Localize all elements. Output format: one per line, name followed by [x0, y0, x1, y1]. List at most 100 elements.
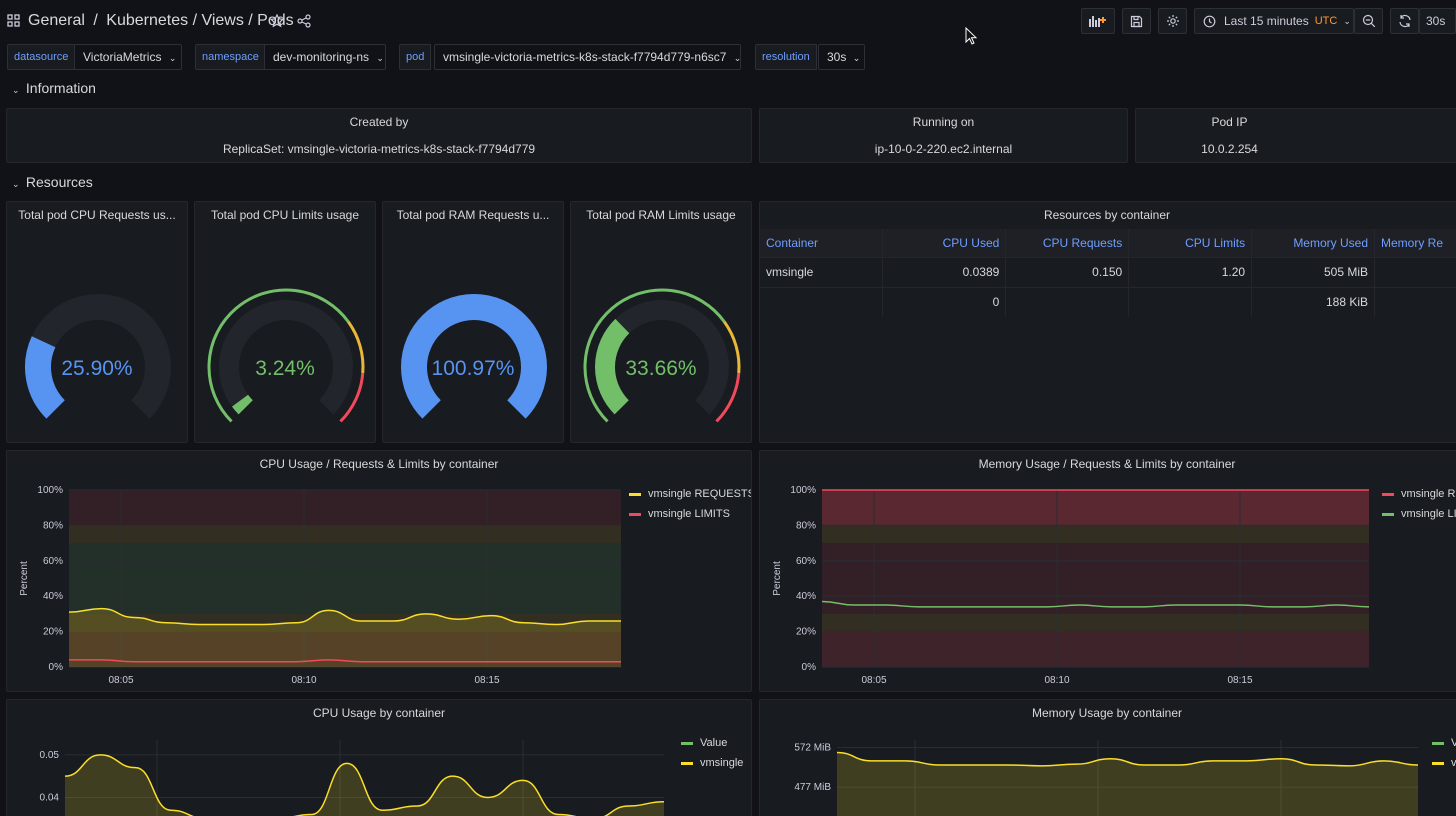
var-namespace-value: dev-monitoring-ns: [273, 50, 370, 64]
legend-label: vmsingle RE: [1401, 488, 1456, 500]
stat-value: ip-10-0-2-220.ec2.internal: [874, 142, 1013, 156]
threshold-yellow: [347, 320, 365, 374]
memory-percent-chart[interactable]: 100% 80% 60% 40% 20% 0% 08:05 08:10 08:15 Percent: [760, 451, 1456, 692]
breadcrumb-folder[interactable]: General: [28, 12, 85, 29]
table-cell: [1374, 286, 1456, 317]
panel-title: Running on: [912, 115, 975, 129]
table-cell: 505 MiB: [1251, 256, 1375, 287]
legend-item[interactable]: vmsingle LIM: [1382, 508, 1456, 520]
panel-memory-requests-limits: Memory Usage / Requests & Limits by cont…: [759, 450, 1456, 692]
gear-icon: [1166, 15, 1179, 27]
table-cell: 188 KiB: [1251, 286, 1375, 317]
legend-item[interactable]: vmsingle REQUESTS: [629, 488, 752, 500]
cpu-percent-chart[interactable]: 100% 80% 60% 40% 20% 0% 08:05 08:10 08:15 Percent: [7, 451, 752, 692]
refresh-button[interactable]: [1390, 8, 1419, 34]
table-cell: [760, 286, 884, 317]
clock-icon: [1203, 15, 1216, 27]
table-row: vmsingle 0.0389 0.150 1.20 505 MiB 50: [760, 256, 1456, 287]
x-tick-label: 08:15: [1227, 675, 1252, 686]
legend-item[interactable]: vmsingle: [681, 757, 743, 769]
stat-value: ReplicaSet: vmsingle-victoria-metrics-k8…: [222, 142, 536, 156]
settings-button[interactable]: [1158, 8, 1187, 34]
var-pod-value: vmsingle-victoria-metrics-k8s-stack-f779…: [443, 50, 727, 64]
table-header-row: Container CPU Used CPU Requests CPU Limi…: [760, 229, 1456, 257]
row-resources-header[interactable]: ⌄ Resources: [12, 174, 93, 190]
legend-item[interactable]: Value: [681, 737, 727, 749]
y-tick-label: 477 MiB: [794, 782, 831, 793]
y-tick-label: 572 MiB: [794, 743, 831, 754]
legend-item[interactable]: vmsingle LIMITS: [629, 508, 730, 520]
gauge-value: 33.66%: [625, 357, 697, 380]
share-icon[interactable]: [297, 14, 311, 31]
threshold-band: [822, 490, 1369, 526]
panel-resources-by-container: Resources by container Container CPU Use…: [759, 201, 1456, 443]
threshold-band: [69, 543, 621, 614]
table-cell: 1.20: [1128, 256, 1253, 287]
chevron-down-icon: ⌄: [12, 85, 20, 95]
threshold-band: [822, 525, 1369, 544]
var-namespace-label: namespace: [195, 44, 266, 70]
star-icon[interactable]: [269, 13, 285, 31]
panel-gauge: Total pod RAM Requests u... 100.97%: [382, 201, 564, 443]
column-header[interactable]: Memory Re: [1374, 229, 1456, 257]
y-tick-label: 0.04: [40, 792, 60, 803]
breadcrumb-dashboard[interactable]: Kubernetes / Views / Pods: [106, 12, 294, 29]
cpu-usage-chart[interactable]: 0.05 0.04: [7, 700, 752, 816]
var-pod-select[interactable]: vmsingle-victoria-metrics-k8s-stack-f779…: [434, 44, 741, 70]
column-header[interactable]: CPU Limits: [1128, 229, 1253, 257]
panel-gauge: Total pod CPU Requests us... 25.90%: [6, 201, 188, 443]
var-resolution-label: resolution: [755, 44, 817, 70]
table-cell: 50: [1374, 256, 1456, 287]
panel-title: Resources by container: [1043, 208, 1171, 222]
column-header[interactable]: Memory Used: [1251, 229, 1375, 257]
panel-title: Pod IP: [1211, 115, 1248, 129]
breadcrumb-separator: /: [93, 12, 98, 29]
series-area: [69, 608, 621, 667]
y-tick-label: 0%: [802, 662, 817, 673]
refresh-interval-picker[interactable]: 30s: [1419, 8, 1456, 34]
save-dashboard-button[interactable]: [1122, 8, 1151, 34]
time-picker-button[interactable]: Last 15 minutes UTC ⌄: [1194, 8, 1354, 34]
threshold-band: [69, 490, 621, 526]
add-panel-button[interactable]: [1081, 8, 1115, 34]
threshold-green: [583, 288, 726, 423]
row-information-header[interactable]: ⌄ Information: [12, 80, 96, 96]
legend-item[interactable]: V: [1432, 737, 1456, 749]
var-namespace-select[interactable]: dev-monitoring-ns ⌄: [264, 44, 386, 70]
legend-label: vmsingle REQUESTS: [648, 488, 752, 500]
zoom-out-button[interactable]: [1354, 8, 1383, 34]
column-header[interactable]: Container: [760, 229, 884, 257]
panel-gauge: Total pod RAM Limits usage 33.66%: [570, 201, 752, 443]
timezone-label: UTC: [1314, 15, 1338, 27]
var-resolution-select[interactable]: 30s ⌄: [818, 44, 865, 70]
threshold-green: [207, 288, 350, 423]
variables-bar: datasource VictoriaMetrics ⌄ namespace d…: [7, 44, 1447, 70]
legend-label: vmsingle LIMITS: [648, 508, 730, 520]
gauge-value: 25.90%: [61, 357, 133, 380]
gauge-value: 100.97%: [431, 357, 515, 380]
legend-item[interactable]: vmsingle RE: [1382, 488, 1456, 500]
y-tick-label: 40%: [43, 591, 63, 602]
refresh-icon: [1398, 14, 1411, 28]
var-datasource-select[interactable]: VictoriaMetrics ⌄: [74, 44, 182, 70]
x-tick-label: 08:10: [1044, 675, 1069, 686]
column-header[interactable]: CPU Used: [882, 229, 1007, 257]
gauge-fill: [595, 318, 630, 415]
zoom-out-icon: [1362, 14, 1375, 28]
gauge-chart: [207, 288, 365, 423]
dashboards-grid-icon[interactable]: [7, 14, 20, 27]
chevron-down-icon: ⌄: [733, 53, 742, 63]
y-tick-label: 60%: [43, 556, 63, 567]
legend-label: vmsingle LIM: [1401, 508, 1456, 520]
y-axis-label: Percent: [772, 561, 783, 596]
chevron-down-icon: ⌄: [852, 53, 861, 63]
threshold-red: [715, 372, 741, 423]
column-header[interactable]: CPU Requests: [1005, 229, 1130, 257]
y-tick-label: 100%: [790, 485, 816, 496]
gauge-chart: [25, 294, 171, 419]
breadcrumb: General / Kubernetes / Views / Pods: [28, 12, 298, 30]
legend-item[interactable]: v: [1432, 757, 1456, 769]
gauge-chart: [583, 288, 741, 423]
var-resolution-value: 30s: [827, 50, 847, 64]
